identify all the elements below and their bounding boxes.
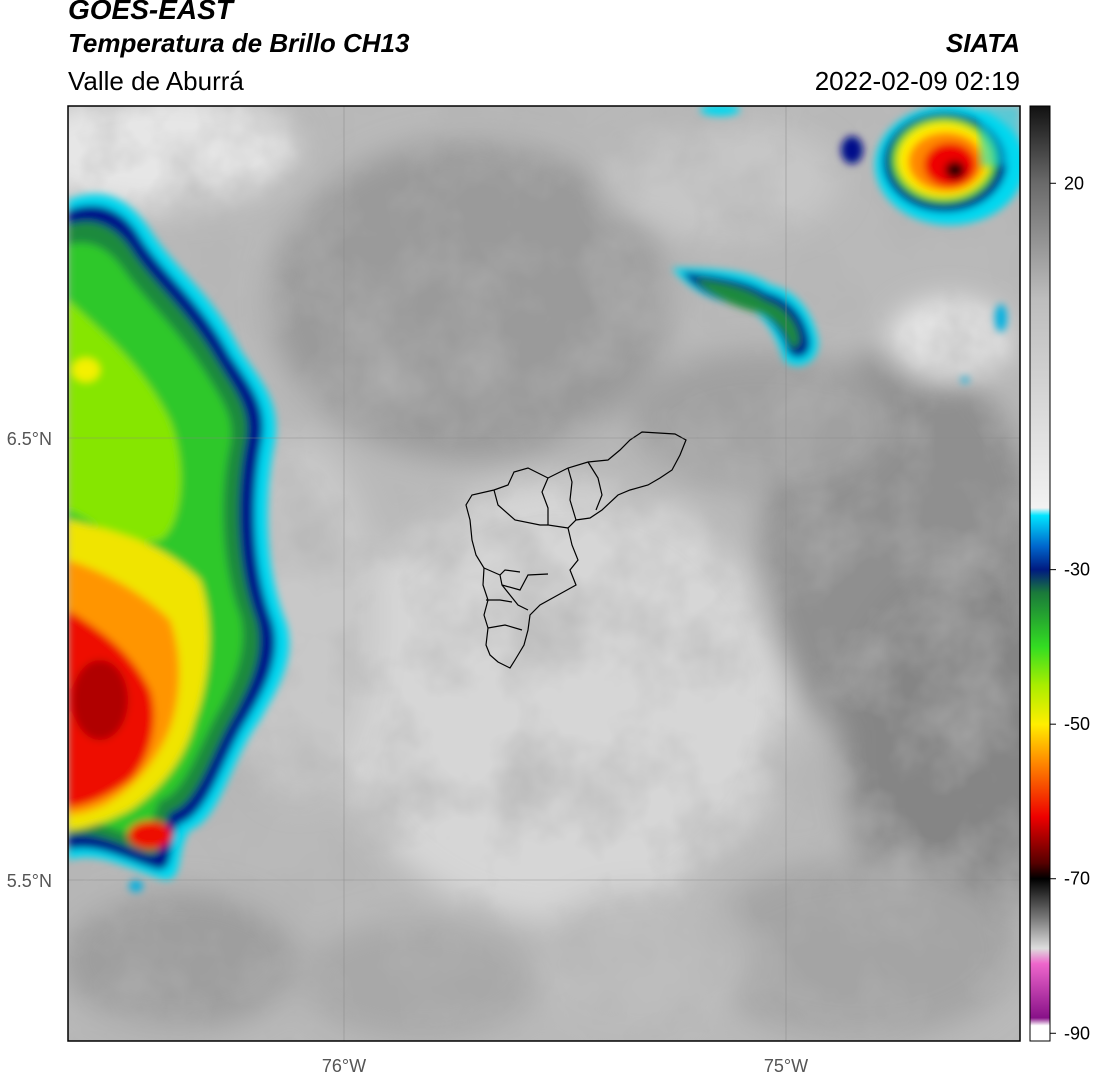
satellite-title: GOES-EAST — [68, 0, 233, 25]
agency-label: SIATA — [945, 28, 1020, 58]
valley-boundaries — [465, 431, 687, 669]
colorbar-tick-label: -30 — [1064, 560, 1090, 580]
colorbar: 20 -30 -50 -70 -90 — [1029, 105, 1090, 1043]
datetime-label: 2022-02-09 02:19 — [814, 66, 1020, 96]
lon-tick-75: 75°W — [764, 1056, 808, 1076]
colorbar-tick-label: -70 — [1064, 869, 1090, 889]
colorbar-tick-label: -50 — [1064, 714, 1090, 734]
map-frame — [67, 105, 1021, 1042]
map-field — [68, 106, 1020, 1041]
region-subtitle: Valle de Aburrá — [68, 66, 244, 96]
lat-tick-6-5: 6.5°N — [7, 429, 52, 449]
product-title: Temperatura de Brillo CH13 — [68, 28, 410, 58]
colorbar-tick-label: 20 — [1064, 173, 1084, 193]
graticule — [68, 106, 1020, 1041]
lon-tick-76: 76°W — [322, 1056, 366, 1076]
colorbar-tick-label: -90 — [1064, 1023, 1090, 1043]
lat-tick-5-5: 5.5°N — [7, 871, 52, 891]
